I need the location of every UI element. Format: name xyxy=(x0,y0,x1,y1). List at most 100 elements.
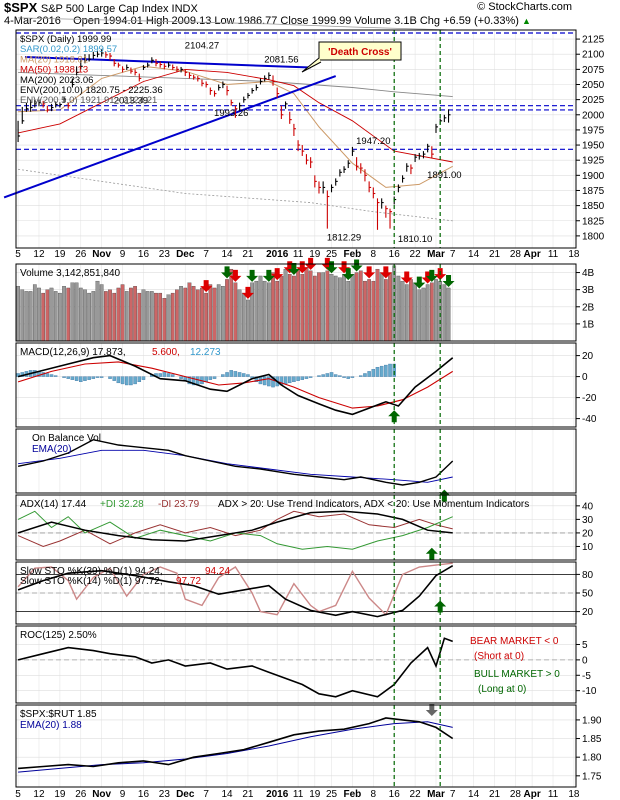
volume-bar xyxy=(116,287,121,342)
macd-histogram-bar xyxy=(125,376,129,386)
macd-histogram-bar xyxy=(79,376,83,383)
volume-red-arrow xyxy=(200,280,213,293)
volume-bar xyxy=(104,291,108,342)
sto-legend-14: Slow STO %K(14) %D(1) 97.72, xyxy=(20,576,163,587)
volume-bar xyxy=(254,280,259,342)
macd-histogram-bar xyxy=(242,373,246,377)
volume-red-arrow xyxy=(400,271,413,284)
bear-market-note: (Short at 0) xyxy=(474,651,524,662)
x-axis-label-bottom: 5 xyxy=(15,789,21,800)
macd-histogram-bar xyxy=(53,375,58,377)
ratio-axis-tick-label: 1.75 xyxy=(582,771,602,782)
macd-line xyxy=(17,354,454,416)
price-axis-tick-label: 2050 xyxy=(582,80,605,91)
volume-bar xyxy=(32,284,37,342)
roc-axis-tick-label: -5 xyxy=(582,671,591,682)
roc-legend: ROC(125) 2.50% xyxy=(20,630,97,641)
volume-bar xyxy=(329,274,334,342)
macd-histogram-bar xyxy=(99,376,104,378)
x-axis-label-bottom: 18 xyxy=(568,789,580,800)
price-axis-tick-label: 2125 xyxy=(582,35,605,46)
sto-panel xyxy=(15,561,577,625)
x-axis-label: 19 xyxy=(309,249,321,260)
adx-legend-rule: ADX > 20: Use Trend Indicators, ADX < 20… xyxy=(218,499,529,510)
price-label: 2013.39 xyxy=(114,96,148,107)
volume-bar xyxy=(296,270,300,342)
x-axis-label: 19 xyxy=(54,249,66,260)
price-panel xyxy=(15,29,577,249)
macd-histogram-bar xyxy=(292,376,296,383)
volume-bar xyxy=(325,270,330,342)
ratio-line xyxy=(18,717,454,770)
x-axis-label: 21 xyxy=(242,249,254,260)
macd-histogram-bar xyxy=(141,376,146,380)
macd-histogram-bar xyxy=(254,376,259,383)
death-cross-box xyxy=(318,41,402,61)
bull-market-note: (Long at 0) xyxy=(478,684,526,695)
roc-axis-tick-label: 5 xyxy=(582,640,588,651)
volume-bar xyxy=(158,292,163,342)
adx-panel xyxy=(15,494,577,561)
adx-legend-minus-di: -DI 23.79 xyxy=(158,499,200,510)
x-axis-label-bottom: 2016 xyxy=(266,789,289,800)
volume-bar xyxy=(179,286,183,342)
volume-bar xyxy=(66,287,71,342)
volume-axis-tick-label: 2B xyxy=(582,302,595,313)
volume-bar xyxy=(246,299,250,342)
volume-bar xyxy=(350,274,355,342)
x-axis-label: Nov xyxy=(92,249,111,260)
x-axis-label-bottom: 8 xyxy=(371,789,377,800)
macd-histogram-bar xyxy=(116,376,121,384)
obv-ema-line xyxy=(18,449,453,483)
obv-legend: On Balance Vol xyxy=(32,433,101,444)
macd-axis-tick-label: 0 xyxy=(582,372,588,383)
price-label: 1993.26 xyxy=(214,108,248,119)
price-label: 1891.00 xyxy=(427,170,461,181)
chg-up-icon: ▲ xyxy=(521,16,531,26)
obv-ema-legend: EMA(20) xyxy=(32,444,71,455)
volume-bar xyxy=(45,289,50,342)
volume-bar xyxy=(292,275,296,342)
price-axis-tick-label: 1950 xyxy=(582,141,605,152)
volume-bar xyxy=(99,284,104,342)
macd-axis-tick-label: -40 xyxy=(582,414,597,425)
volume-bar xyxy=(363,280,367,342)
volume-bar xyxy=(83,289,87,342)
price-legend-1: SAR(0.02,0.2) 1899.57 xyxy=(20,44,117,55)
volume-red-arrow xyxy=(229,269,242,282)
volume-bar xyxy=(438,280,443,342)
price-axis-tick-label: 1925 xyxy=(582,156,605,167)
volume-bar xyxy=(333,275,338,342)
adx-axis-tick-label: 10 xyxy=(582,542,594,553)
volume-bar xyxy=(166,294,171,342)
macd-histogram-bar xyxy=(325,373,330,377)
macd-histogram-bar xyxy=(129,376,133,386)
volume-bar xyxy=(250,282,254,342)
volume-green-arrow xyxy=(262,269,275,282)
x-axis-label-bottom: 11 xyxy=(548,789,559,800)
adx-line xyxy=(17,510,453,542)
volume-bar xyxy=(384,279,388,342)
volume-bar xyxy=(346,280,351,342)
macd-histogram-bar xyxy=(338,375,342,377)
x-axis-label: 8 xyxy=(371,249,377,260)
volume-bar xyxy=(124,291,129,342)
volume-bar xyxy=(409,279,413,342)
macd-histogram-bar xyxy=(66,376,70,379)
macd-panel xyxy=(15,342,577,428)
index-name: S&P 500 Large Cap Index INDX xyxy=(40,3,198,15)
volume-axis-tick-label: 4B xyxy=(582,268,595,279)
volume-bar xyxy=(195,289,200,342)
macd-histogram-bar xyxy=(371,369,376,377)
macd-histogram-bar xyxy=(329,372,334,377)
volume-bar xyxy=(308,270,313,342)
volume-green-arrow xyxy=(246,269,259,282)
volume-bar xyxy=(24,291,29,342)
adx-axis-tick-label: 40 xyxy=(582,501,594,512)
x-axis-label: 22 xyxy=(410,249,422,260)
volume-bar xyxy=(95,280,100,342)
volume-green-arrow xyxy=(342,268,355,281)
ratio-legend: $SPX:$RUT 1.85 xyxy=(20,709,97,720)
x-axis-label-bottom: Mar xyxy=(427,789,445,800)
volume-panel xyxy=(15,263,577,342)
